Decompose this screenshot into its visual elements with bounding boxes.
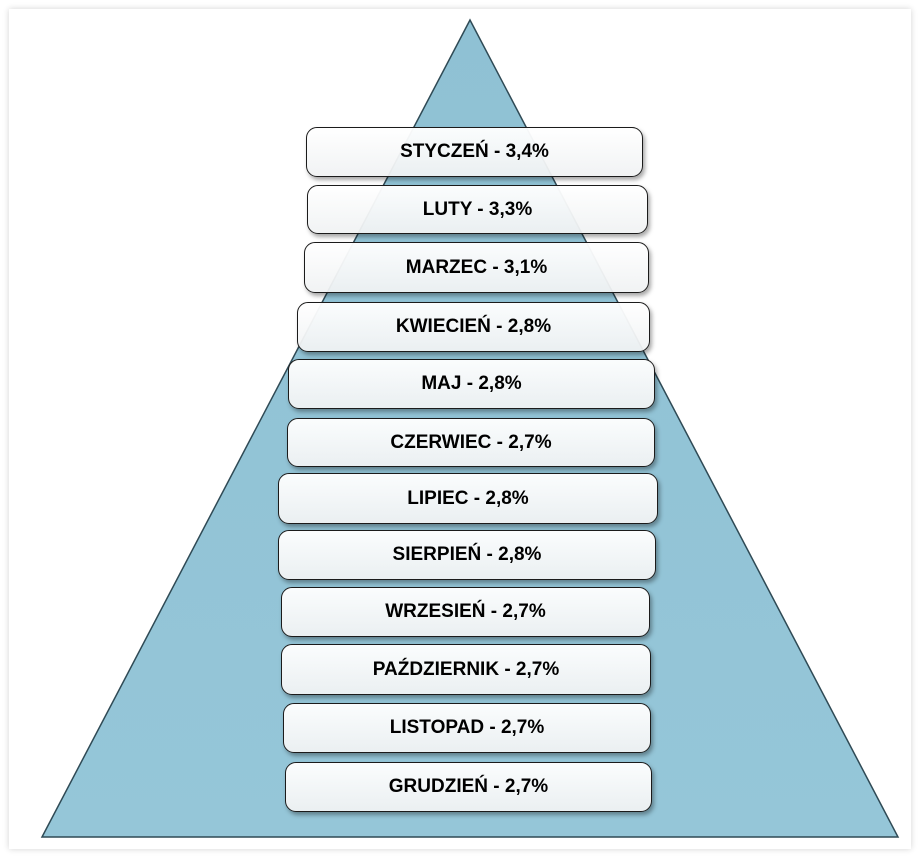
level-label: KWIECIEŃ - 2,8% [395, 316, 552, 337]
level-box-listopad: LISTOPAD - 2,7% [283, 703, 651, 753]
level-box-czerwiec: CZERWIEC - 2,7% [287, 418, 655, 467]
level-box-maj: MAJ - 2,8% [288, 359, 655, 409]
level-label: PAŹDZIERNIK - 2,7% [372, 658, 560, 680]
level-label: MARZEC - 3,1% [405, 256, 548, 278]
level-box-lipiec: LIPIEC - 2,8% [278, 473, 658, 524]
level-label: STYCZEŃ - 3,4% [400, 141, 549, 162]
level-box-sierpien: SIERPIEŃ - 2,8% [278, 530, 656, 580]
level-label: LIPIEC - 2,8% [407, 487, 529, 509]
level-label: MAJ - 2,8% [421, 373, 522, 394]
level-box-grudzien: GRUDZIEŃ - 2,7% [285, 762, 652, 812]
level-box-wrzesien: WRZESIEŃ - 2,7% [281, 587, 650, 637]
level-box-kwiecien: KWIECIEŃ - 2,8% [297, 302, 650, 352]
level-label: SIERPIEŃ - 2,8% [392, 544, 542, 565]
level-box-luty: LUTY - 3,3% [307, 185, 648, 234]
level-label: GRUDZIEŃ - 2,7% [388, 776, 549, 797]
level-box-marzec: MARZEC - 3,1% [304, 242, 649, 293]
level-label: WRZESIEŃ - 2,7% [385, 601, 546, 622]
level-label: LUTY - 3,3% [422, 198, 533, 220]
level-label: CZERWIEC - 2,7% [390, 431, 552, 453]
level-box-styczen: STYCZEŃ - 3,4% [306, 127, 643, 177]
level-box-pazdziernik: PAŹDZIERNIK - 2,7% [281, 644, 651, 695]
level-label: LISTOPAD - 2,7% [389, 717, 545, 738]
